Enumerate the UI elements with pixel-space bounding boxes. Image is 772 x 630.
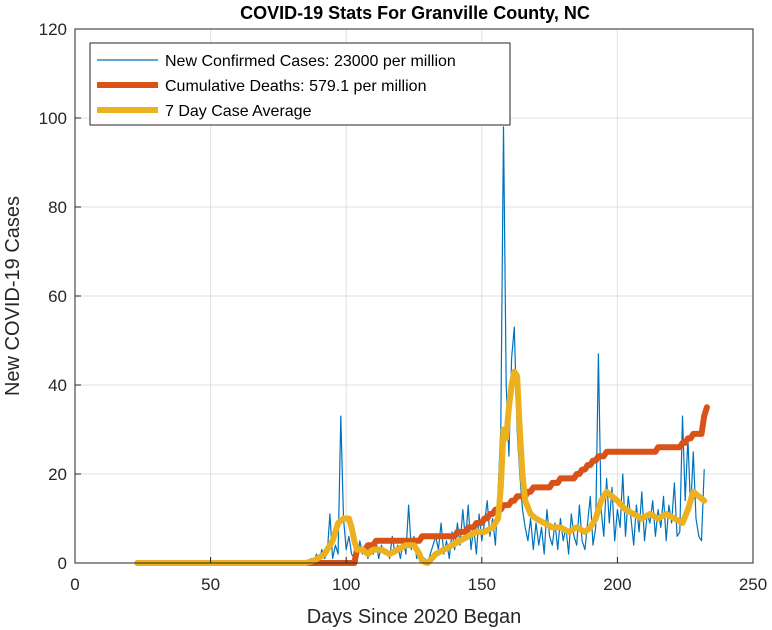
legend-entry-7-day-average-label: 7 Day Case Average: [165, 103, 312, 120]
x-tick-label: 50: [201, 575, 220, 594]
x-tick-label: 200: [603, 575, 631, 594]
legend: New Confirmed Cases: 23000 per million Cu…: [89, 42, 511, 126]
legend-entry-cumulative-deaths-label: Cumulative Deaths: 579.1 per million: [165, 78, 426, 95]
y-tick-label: 80: [48, 198, 67, 217]
x-tick-label: 100: [332, 575, 360, 594]
series-layer: [134, 126, 710, 566]
y-tick-label: 20: [48, 465, 67, 484]
y-tick-label: 100: [39, 109, 67, 128]
axis-ticks: 0 50 100 150 200 250 0 20 40 60 80 100 120: [39, 20, 768, 594]
legend-entry-new-cases-label: New Confirmed Cases: 23000 per million: [165, 53, 456, 70]
y-axis-label: New COVID-19 Cases: [2, 196, 24, 396]
series-cumulative-deaths-line: [134, 404, 710, 566]
series-7-day-average-line: [134, 368, 708, 566]
chart-title: COVID-19 Stats For Granville County, NC: [240, 3, 590, 23]
x-tick-label: 250: [739, 575, 767, 594]
y-tick-label: 60: [48, 287, 67, 306]
x-tick-label: 0: [70, 575, 79, 594]
y-tick-label: 40: [48, 376, 67, 395]
y-tick-label: 120: [39, 20, 67, 39]
x-axis-label: Days Since 2020 Began: [307, 606, 522, 628]
legend-box: [89, 42, 511, 126]
x-tick-label: 150: [468, 575, 496, 594]
y-tick-label: 0: [58, 554, 67, 573]
